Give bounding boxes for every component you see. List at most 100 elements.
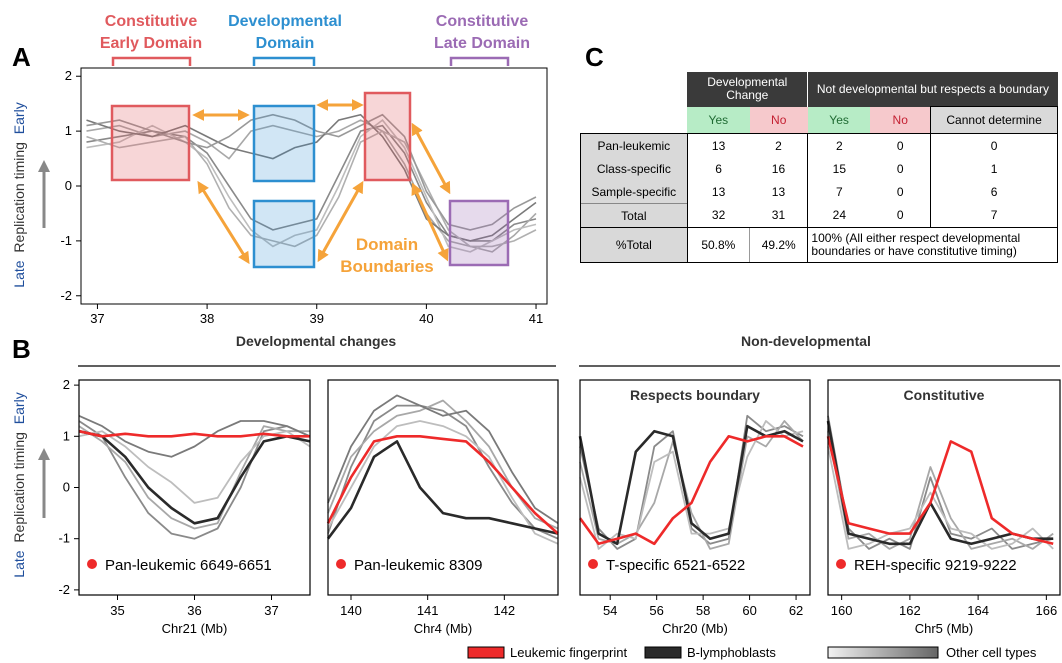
panel-b-plots: Pan-leukemic 6649-6651 35 36 37 Chr21 (Mb) 2 1… xyxy=(58,377,1061,636)
ylabel-early: Early xyxy=(11,102,27,134)
table-row: Class-specific 6 16 15 0 1 xyxy=(580,157,1058,180)
box-developmental-upper xyxy=(252,104,316,183)
subplot-2-xtick-label: 140 xyxy=(340,603,362,618)
panel-a-annotations: Domain Boundaries xyxy=(110,91,510,276)
table-cell: 6 xyxy=(686,157,750,180)
boundary-label-line1: Domain xyxy=(356,235,418,254)
table-row: Sample-specific 13 13 7 0 6 xyxy=(580,180,1058,204)
ylabel-late: Late xyxy=(11,260,27,287)
legend-label-b-lymphoblasts: B-lymphoblasts xyxy=(687,645,776,660)
subplot-4-series-other xyxy=(827,431,1054,550)
subplot-2-legend-dot xyxy=(336,559,346,569)
panel-label-c: C xyxy=(585,42,604,72)
domain-title-late-line1: Constitutive xyxy=(436,13,529,30)
subplot-2-xlabel: Chr4 (Mb) xyxy=(414,621,473,636)
ylabel-b-late: Late xyxy=(11,550,27,577)
table-cell: 1 xyxy=(930,157,1058,180)
panel-a-xtick-label: 37 xyxy=(90,311,104,326)
panel-a-xtick-label: 41 xyxy=(529,311,543,326)
subplot-4-legend-dot xyxy=(836,559,846,569)
subplot-1-legend-label: Pan-leukemic 6649-6651 xyxy=(105,557,272,574)
panel-a-xtick-label: 40 xyxy=(419,311,433,326)
box-constitutive-early xyxy=(110,104,191,182)
domain-title-early-line2: Early Domain xyxy=(100,35,202,52)
row-label: Total xyxy=(580,203,688,228)
panel-b-legend: Leukemic fingerprint B-lymphoblasts Othe… xyxy=(467,645,1037,660)
cell-pct-note: 100% (All either respect developmental b… xyxy=(807,227,1058,263)
section-developmental-changes: Developmental changes xyxy=(236,333,396,349)
cell-pct-dev-no: 49.2% xyxy=(749,227,808,263)
bracket-early xyxy=(111,56,192,66)
subplot-3-series-other xyxy=(579,414,804,550)
section-non-developmental: Non-developmental xyxy=(741,333,871,349)
subplot-3-legend-dot xyxy=(588,559,598,569)
subplot-4-xtick-label: 162 xyxy=(899,603,921,618)
table-body: Pan-leukemic 13 2 2 0 0 Class-specific 6 16 15 0 1 S… xyxy=(580,133,1058,228)
subplot-3-xtick-label: 58 xyxy=(696,603,710,618)
header-not-developmental: Not developmental but respects a boundar… xyxy=(807,72,1058,107)
box-early-right xyxy=(363,91,412,182)
boundary-arrow-4 xyxy=(317,180,364,263)
boundary-arrow-2 xyxy=(197,180,250,265)
subplot-3-title: Respects boundary xyxy=(630,387,760,403)
panel-a-frame xyxy=(80,67,548,305)
panel-b-subplot-1: Pan-leukemic 6649-6651 35 36 37 Chr21 (Mb) 2 1… xyxy=(58,377,311,636)
legend-swatch-other xyxy=(827,646,939,659)
domain-title-early-line1: Constitutive xyxy=(105,13,198,30)
subheader-bound-yes: Yes xyxy=(807,106,871,134)
subplot-1-series-leukemic xyxy=(78,429,310,438)
legend-label-leukemic: Leukemic fingerprint xyxy=(510,645,627,660)
panel-c-table: Developmental Change Not developmental b… xyxy=(580,72,1058,263)
subplot-2-series-other xyxy=(327,404,559,540)
subplot-3-xlabel: Chr20 (Mb) xyxy=(662,621,728,636)
legend-swatch-leukemic xyxy=(467,646,505,659)
subplot-3-xtick-label: 60 xyxy=(742,603,756,618)
row-label-pct-total: %Total xyxy=(580,227,688,263)
panel-a-ytick-label: 1 xyxy=(65,123,72,138)
boundary-label-line2: Boundaries xyxy=(340,257,434,276)
bracket-late xyxy=(449,56,510,66)
subplot-2-xtick-label: 141 xyxy=(417,603,439,618)
table-cell: 2 xyxy=(807,133,871,157)
row-label: Sample-specific xyxy=(580,180,688,204)
subplot-2-frame xyxy=(327,379,559,596)
subplot-3-xtick-label: 56 xyxy=(649,603,663,618)
table-cell: 0 xyxy=(930,133,1058,157)
subplot-3-xtick-label: 62 xyxy=(789,603,803,618)
table-cell: 0 xyxy=(896,184,904,199)
boundary-arrow-5 xyxy=(411,122,451,195)
panel-a-ytick-label: -2 xyxy=(60,288,72,303)
subplot-4-series-other xyxy=(827,446,1054,550)
panel-label-a: A xyxy=(12,42,31,72)
subplot-4-xlabel: Chr5 (Mb) xyxy=(915,621,974,636)
table-cell: 0 xyxy=(896,161,904,176)
subplot-1-xtick-label: 36 xyxy=(187,603,201,618)
panel-b-subplot-3: Respects boundary T-specific 6521-6522 54 5… xyxy=(578,379,811,636)
panel-label-b: B xyxy=(12,334,31,364)
bracket-developmental xyxy=(252,56,316,66)
panel-b-subplot-4: Constitutive REH-specific 9219-9222 160 162… xyxy=(826,379,1061,636)
table-cell: 32 xyxy=(686,203,750,228)
panel-a-ytick-label: 2 xyxy=(65,68,72,83)
ylabel-b-early: Early xyxy=(11,392,27,424)
subplot-1-ytick-label: 1 xyxy=(63,428,70,443)
table-header-row: Developmental Change Not developmental b… xyxy=(580,72,1058,107)
subplot-4-series-leukemic xyxy=(826,436,1054,546)
subheader-dev-yes: Yes xyxy=(687,106,750,134)
panel-a-ytick-label: -1 xyxy=(60,233,72,248)
subplot-1-series-other xyxy=(78,420,311,540)
subplot-4-frame xyxy=(827,379,1061,596)
box-constitutive-late xyxy=(448,199,510,267)
table-cell: 24 xyxy=(807,203,871,228)
subplot-1-ytick-label: -2 xyxy=(58,582,70,597)
subplot-2-series-other xyxy=(327,420,559,545)
table-cell: 6 xyxy=(930,180,1058,204)
panel-b-subplot-2: Pan-leukemic 8309 140 141 142 Chr4 (Mb) xyxy=(326,379,559,636)
table-cell: 7 xyxy=(807,180,871,204)
table-cell: 7 xyxy=(930,203,1058,228)
subplot-1-ytick-label: 2 xyxy=(63,377,70,392)
subplot-1-series-other xyxy=(78,430,311,504)
subplot-1-xtick-label: 35 xyxy=(110,603,124,618)
panel-b-ylabel: Late Replication timing Early xyxy=(11,392,50,578)
